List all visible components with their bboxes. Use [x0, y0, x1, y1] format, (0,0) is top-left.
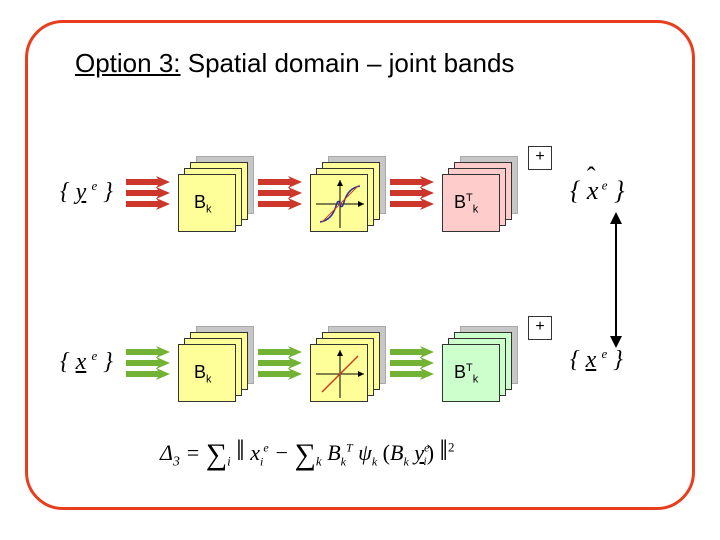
row1-input-symbol: { y e }	[60, 178, 113, 209]
title-rest: Spatial domain – joint bands	[181, 48, 515, 78]
title-prefix: Option 3:	[75, 48, 181, 78]
row1-arrow2	[258, 176, 308, 210]
row1-output-symbol: { xˆ e }	[570, 176, 624, 206]
row2-btk-label-text: BTk	[454, 362, 478, 386]
row2-arrow3	[390, 346, 440, 380]
row2-output-symbol: { x e }	[570, 346, 623, 374]
row1-btk-label-text: BTk	[454, 192, 478, 216]
row1-plus: +	[528, 146, 552, 170]
row1-arrow1	[126, 176, 176, 210]
row1-bk-label-text: Bk	[194, 192, 212, 216]
row2-plus: +	[528, 316, 552, 340]
row2-bk-label-text: Bk	[194, 362, 212, 386]
row1-arrow3	[390, 176, 440, 210]
slide-title: Option 3: Spatial domain – joint bands	[75, 48, 514, 79]
row2-arrow1	[126, 346, 176, 380]
equation-delta3: Δ3 = ∑i ‖ xie − ∑k BkT ψk (Bk yei) ‖2	[160, 434, 454, 470]
compare-double-arrow	[606, 212, 626, 348]
row2-input-symbol: { x e }	[60, 348, 113, 376]
row2-arrow2	[258, 346, 308, 380]
